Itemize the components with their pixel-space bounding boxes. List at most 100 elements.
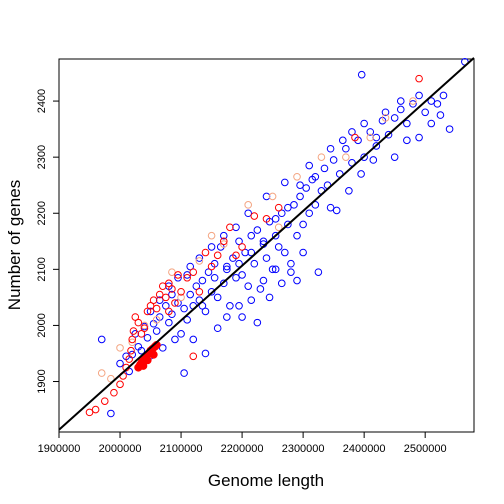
data-point: [332, 206, 341, 215]
data-point: [342, 144, 350, 153]
data-point: [381, 108, 390, 117]
data-point: [168, 268, 176, 276]
data-point: [177, 287, 185, 296]
y-tick-label: 2200: [36, 201, 48, 225]
x-axis: 1900000 2000000 2100000 2200000 2300000 24000…: [38, 432, 447, 455]
data-point: [143, 307, 152, 316]
data-point: [244, 201, 252, 209]
data-point: [116, 359, 124, 368]
data-point: [165, 307, 173, 316]
data-point: [213, 324, 222, 333]
data-point: [165, 318, 173, 327]
data-point: [360, 153, 368, 161]
data-point: [174, 271, 182, 279]
data-point: [143, 356, 152, 365]
data-point: [125, 355, 133, 363]
data-point: [421, 108, 429, 117]
data-point: [129, 327, 138, 335]
x-tick-label: 1900000: [38, 443, 81, 455]
data-point: [296, 192, 304, 201]
data-point: [357, 170, 365, 178]
data-point: [235, 237, 243, 246]
data-point: [409, 97, 417, 105]
data-point: [265, 293, 274, 302]
data-point: [314, 268, 323, 276]
data-point: [128, 338, 137, 347]
data-point: [207, 243, 216, 251]
data-point: [107, 409, 115, 418]
data-point: [415, 91, 423, 100]
data-point: [268, 192, 277, 201]
x-axis-title: Genome length: [208, 471, 324, 490]
y-tick-label: 2400: [36, 89, 48, 113]
data-point: [140, 321, 149, 330]
data-point: [253, 226, 262, 234]
data-point: [149, 296, 158, 304]
data-point: [180, 369, 188, 377]
data-point: [302, 184, 310, 192]
data-point: [207, 231, 216, 240]
data-point: [271, 215, 280, 223]
data-point: [262, 254, 271, 262]
data-point: [244, 209, 252, 218]
data-point: [293, 231, 301, 240]
data-point: [223, 262, 231, 271]
data-point: [198, 276, 207, 285]
data-point: [204, 268, 213, 276]
data-point: [137, 330, 146, 338]
y-tick-label: 2300: [36, 145, 48, 169]
data-point: [274, 223, 283, 232]
data-point: [415, 133, 423, 142]
data-point: [201, 248, 210, 257]
data-point: [326, 144, 335, 153]
x-tick-label: 2500000: [404, 443, 447, 455]
data-point: [177, 330, 185, 338]
data-point: [311, 172, 320, 181]
data-point: [366, 128, 375, 136]
data-point: [238, 243, 246, 251]
x-tick-label: 2300000: [282, 443, 325, 455]
data-point: [140, 324, 149, 333]
data-point: [274, 203, 283, 212]
data-point: [348, 128, 356, 136]
data-point: [390, 114, 399, 122]
data-point: [277, 209, 286, 218]
data-point: [171, 335, 179, 344]
data-point: [85, 408, 94, 417]
data-point: [247, 296, 256, 304]
data-point: [232, 273, 240, 282]
data-point: [351, 133, 359, 142]
y-tick-label: 1900: [36, 369, 48, 393]
data-point: [137, 346, 146, 355]
data-point: [219, 279, 228, 288]
data-point: [262, 215, 271, 223]
data-point: [232, 251, 240, 260]
data-point: [183, 273, 191, 282]
data-point: [168, 290, 176, 299]
data-point: [299, 248, 307, 257]
data-point: [409, 100, 417, 108]
data-point: [366, 133, 375, 142]
data-point: [284, 220, 292, 229]
data-point: [436, 111, 445, 119]
data-point: [253, 318, 262, 327]
data-point: [226, 223, 234, 232]
data-point: [219, 231, 228, 240]
data-point: [226, 301, 234, 310]
data-point: [171, 299, 179, 307]
data-point: [390, 153, 399, 161]
data-point: [439, 91, 448, 100]
data-point: [433, 100, 442, 108]
data-point: [268, 265, 277, 274]
data-point: [281, 248, 289, 257]
data-point: [110, 388, 118, 397]
data-point: [235, 259, 243, 268]
data-point: [180, 304, 188, 313]
data-point: [213, 293, 222, 302]
data-point: [427, 97, 436, 105]
data-point: [403, 119, 411, 128]
data-point: [235, 301, 243, 310]
data-point: [384, 130, 393, 139]
data-point: [195, 254, 204, 262]
y-tick-label: 2000: [36, 313, 48, 337]
